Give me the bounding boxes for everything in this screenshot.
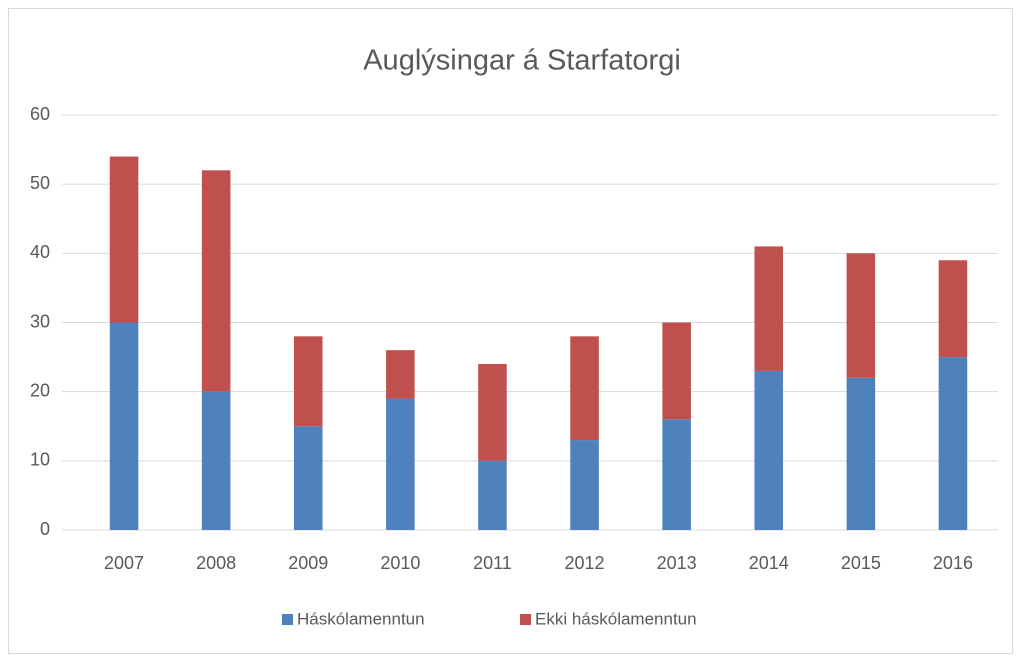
bar bbox=[201, 391, 231, 530]
bar bbox=[846, 253, 876, 378]
bar bbox=[201, 170, 231, 392]
x-tick-label: 2010 bbox=[380, 553, 420, 573]
y-tick-label: 10 bbox=[30, 450, 50, 470]
x-tick-label: 2016 bbox=[933, 553, 973, 573]
y-tick-label: 20 bbox=[30, 380, 50, 400]
y-tick-label: 0 bbox=[40, 519, 50, 539]
bar bbox=[109, 156, 139, 323]
y-tick-label: 60 bbox=[30, 104, 50, 124]
bar bbox=[478, 364, 507, 461]
chart-title: Auglýsingar á Starfatorgi bbox=[363, 45, 681, 77]
x-tick-label: 2007 bbox=[104, 553, 144, 573]
bar bbox=[570, 336, 599, 441]
chart-border bbox=[8, 8, 1013, 654]
bar bbox=[662, 419, 691, 530]
legend-label: Háskólamenntun bbox=[297, 609, 425, 628]
bar bbox=[293, 336, 323, 427]
bar bbox=[386, 398, 415, 530]
x-tick-label: 2015 bbox=[841, 553, 881, 573]
y-tick-label: 50 bbox=[30, 173, 50, 193]
bar bbox=[662, 322, 691, 420]
bar bbox=[293, 426, 323, 530]
legend-label: Ekki háskólamenntun bbox=[535, 609, 697, 628]
x-tick-label: 2014 bbox=[749, 553, 789, 573]
bar bbox=[938, 260, 968, 358]
legend-swatch bbox=[282, 614, 293, 625]
y-tick-label: 40 bbox=[30, 242, 50, 262]
bar bbox=[846, 377, 876, 530]
bar bbox=[478, 460, 507, 530]
bar bbox=[386, 350, 415, 399]
x-tick-label: 2009 bbox=[288, 553, 328, 573]
x-tick-label: 2011 bbox=[473, 553, 512, 573]
x-tick-label: 2008 bbox=[196, 553, 236, 573]
legend-swatch bbox=[520, 614, 531, 625]
bar bbox=[570, 440, 599, 530]
bar bbox=[938, 357, 968, 530]
bar bbox=[754, 246, 784, 371]
x-tick-label: 2013 bbox=[657, 553, 697, 573]
bar bbox=[754, 370, 784, 530]
y-tick-label: 30 bbox=[30, 311, 50, 331]
x-tick-label: 2012 bbox=[565, 553, 605, 573]
bar bbox=[109, 322, 139, 530]
